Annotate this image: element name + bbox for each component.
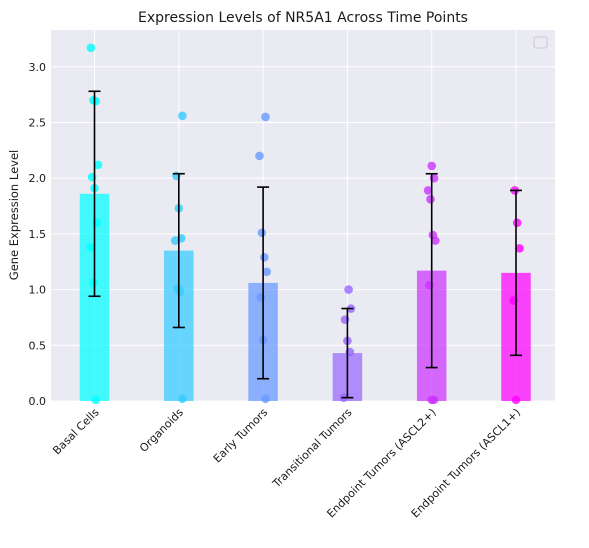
plot-background	[51, 30, 555, 401]
y-axis-label: Gene Expression Level	[7, 150, 21, 280]
y-tick-label: 1.5	[29, 228, 47, 241]
x-tick-label: Transitional Tumors	[270, 406, 355, 491]
data-point	[512, 218, 522, 228]
scatter-points	[86, 43, 524, 405]
y-tick-label: 2.5	[29, 116, 47, 129]
data-point	[261, 394, 270, 404]
y-tick-labels: 0.0 0.5 1.0 1.5 2.0 2.5 3.0	[29, 61, 47, 408]
data-point	[86, 242, 96, 252]
chart-title: Expression Levels of NR5A1 Across Time P…	[138, 10, 468, 26]
data-point	[423, 186, 433, 195]
legend-box	[533, 36, 548, 49]
data-point	[344, 285, 353, 294]
data-point	[255, 151, 264, 161]
data-point	[170, 236, 180, 245]
data-point	[429, 395, 439, 405]
error-bars	[88, 90, 522, 399]
data-point	[178, 111, 187, 121]
data-point	[261, 112, 270, 122]
y-tick-label: 0.0	[29, 395, 47, 408]
data-point	[257, 228, 267, 238]
data-point	[93, 160, 103, 170]
x-tick-label: Early Tumors	[211, 406, 271, 466]
y-tick-label: 3.0	[29, 61, 47, 74]
data-point	[89, 278, 98, 288]
bars	[79, 193, 531, 401]
x-tick-label: Organoids	[137, 406, 186, 455]
data-point	[175, 287, 185, 297]
data-point	[178, 394, 187, 404]
y-tick-label: 2.0	[29, 172, 47, 185]
y-tick-label: 1.0	[29, 284, 47, 297]
x-tick-labels: Basal Cells Organoids Early Tumors Transiti…	[50, 406, 523, 521]
data-point	[427, 161, 437, 171]
data-point	[262, 267, 272, 277]
data-point	[91, 97, 100, 106]
y-tick-label: 0.5	[29, 339, 47, 352]
data-point	[86, 43, 96, 53]
data-point	[91, 395, 100, 405]
x-tick-label: Basal Cells	[50, 406, 102, 458]
data-point	[431, 236, 440, 245]
data-point	[260, 252, 269, 262]
data-point	[515, 244, 524, 253]
data-point	[511, 395, 521, 405]
data-point	[426, 195, 435, 204]
